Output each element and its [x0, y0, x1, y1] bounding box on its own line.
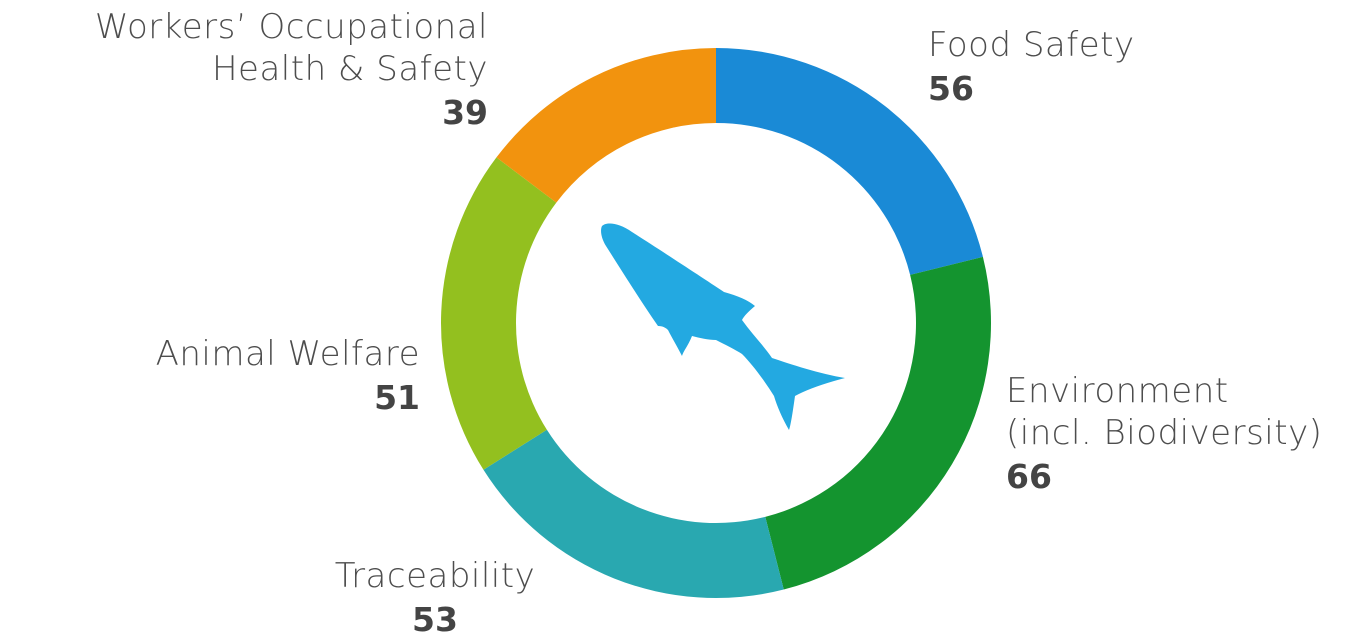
slice-value: 51 [374, 378, 420, 417]
slice-label-environment: Environment (incl. Biodiversity) 66 [1006, 370, 1322, 498]
slice-name: Environment (incl. Biodiversity) [1006, 371, 1323, 453]
slice-value: 66 [1006, 457, 1052, 496]
donut-slice-2 [483, 429, 784, 598]
donut-slices [441, 48, 991, 598]
donut-slice-3 [441, 157, 557, 470]
slice-name: Workers’ Occupational Health & Safety [94, 7, 488, 89]
slice-name: Animal Welfare [155, 334, 420, 374]
slice-value: 56 [928, 69, 974, 108]
donut-slice-0 [716, 48, 983, 275]
donut-slice-1 [765, 256, 991, 590]
slice-name: Food Safety [928, 25, 1135, 65]
slice-label-food-safety: Food Safety 56 [928, 24, 1135, 110]
slice-value: 39 [442, 93, 488, 132]
slice-name: Traceability [334, 556, 536, 596]
slice-value: 53 [412, 600, 458, 639]
fish-icon [601, 223, 845, 430]
slice-label-traceability: Traceability 53 [300, 555, 570, 641]
slice-label-workers-health-safety: Workers’ Occupational Health & Safety 39 [0, 6, 488, 134]
donut-slice-4 [496, 48, 716, 203]
slice-label-animal-welfare: Animal Welfare 51 [60, 333, 420, 419]
